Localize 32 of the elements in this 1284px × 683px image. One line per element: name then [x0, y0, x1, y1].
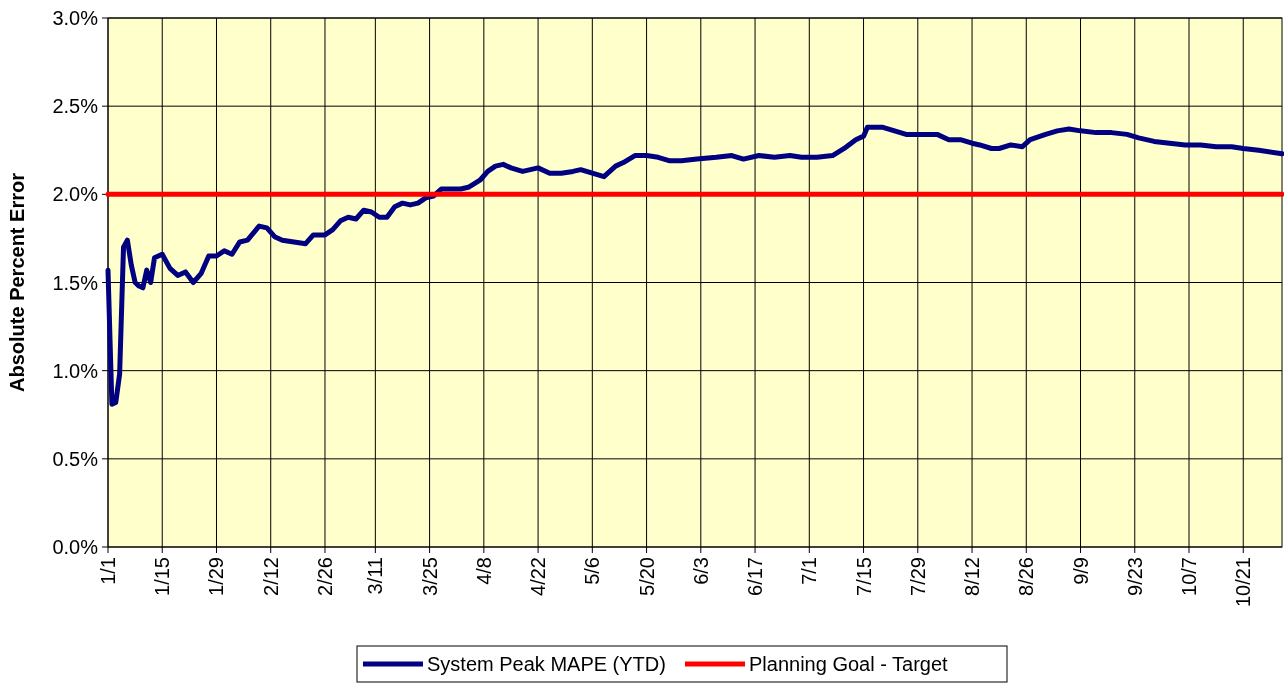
x-tick-label: 2/12 [259, 557, 282, 596]
y-tick-label: 1.5% [52, 271, 99, 294]
x-tick-label: 4/22 [527, 557, 550, 596]
x-tick-label: 1/1 [97, 557, 119, 585]
x-tick-label: 1/29 [205, 557, 228, 596]
y-axis-title: Absolute Percent Error [6, 172, 28, 392]
x-tick-label: 2/26 [313, 557, 336, 596]
x-tick-label: 9/23 [1123, 557, 1146, 596]
y-tick-label: 0.0% [52, 536, 99, 558]
legend-label: Planning Goal - Target [749, 653, 949, 675]
x-tick-label: 9/9 [1069, 557, 1092, 585]
y-tick-label: 0.5% [52, 447, 99, 470]
x-tick-label: 5/6 [581, 557, 604, 585]
x-tick-label: 5/20 [635, 557, 658, 596]
x-tick-label: 7/15 [852, 557, 875, 596]
x-tick-label: 10/7 [1178, 557, 1201, 596]
y-tick-label: 3.0% [52, 7, 99, 29]
x-tick-label: 1/15 [151, 557, 174, 596]
x-tick-label: 6/17 [744, 557, 767, 596]
x-tick-label: 3/11 [364, 557, 387, 595]
legend-label: System Peak MAPE (YTD) [427, 653, 666, 675]
x-tick-label: 10/21 [1232, 557, 1255, 608]
x-tick-label: 6/3 [689, 557, 712, 585]
x-tick-label: 4/8 [472, 557, 495, 585]
y-tick-label: 1.0% [52, 359, 99, 382]
x-tick-label: 8/12 [961, 557, 984, 596]
x-tick-label: 3/25 [418, 557, 441, 596]
x-tick-label: 7/29 [906, 557, 929, 596]
x-tick-label: 8/26 [1015, 557, 1038, 596]
y-tick-label: 2.0% [52, 183, 99, 206]
y-tick-label: 2.5% [52, 95, 99, 118]
x-tick-label: 7/1 [798, 557, 821, 585]
